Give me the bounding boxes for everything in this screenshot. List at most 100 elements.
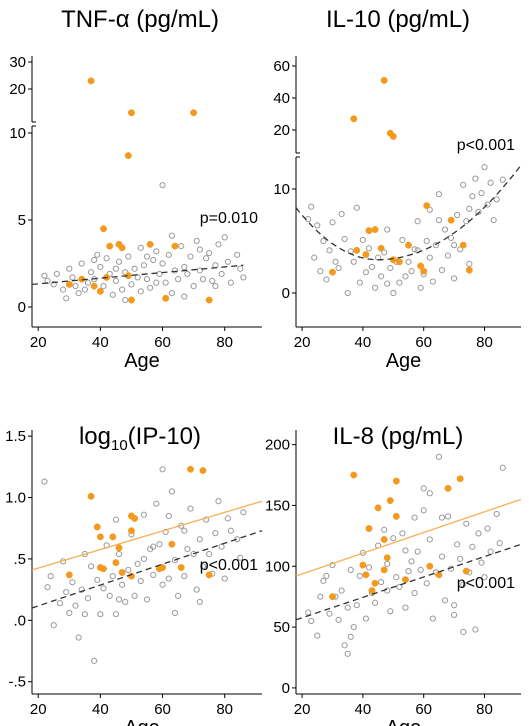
data-point-orange (377, 244, 385, 252)
chart-panel-il8: IL-8 (pg/mL) 0 50 100 150 200 20 40 60 80 Age p<0.0… (265, 423, 522, 726)
y-tick-label: 0 (18, 299, 26, 316)
data-point-grey (484, 201, 491, 208)
data-point-grey (153, 248, 160, 255)
data-point-grey (447, 234, 455, 241)
data-point-orange (131, 514, 139, 522)
data-point-grey (78, 260, 85, 267)
data-point-grey (454, 211, 461, 219)
data-point-grey (227, 527, 235, 534)
data-point-grey (332, 258, 339, 265)
y-tick-label: 200 (265, 437, 290, 454)
data-point-grey (451, 242, 458, 249)
data-point-orange (205, 571, 213, 579)
data-point-grey (125, 566, 132, 574)
p-value-annotation: p<0.001 (457, 575, 515, 592)
data-point-grey (365, 245, 373, 252)
data-point-grey (481, 164, 488, 171)
data-point-orange (386, 497, 394, 505)
data-point-grey (475, 208, 482, 215)
data-point-grey (81, 611, 88, 618)
data-point-grey (168, 289, 175, 297)
data-point-grey (156, 541, 163, 548)
data-point-grey (320, 237, 327, 245)
data-point-grey (209, 277, 216, 284)
y-tick-label: 0 (282, 285, 290, 302)
trend-line-black (31, 530, 263, 609)
chart-title-main: log (79, 423, 111, 450)
data-point-orange (329, 593, 336, 601)
y-tick-label: -.5 (8, 674, 26, 691)
data-point-orange (65, 571, 73, 579)
data-point-grey (423, 237, 430, 245)
data-point-grey (317, 593, 324, 600)
p-value-annotation: p=0.010 (200, 210, 258, 227)
data-point-orange (426, 562, 434, 570)
data-point-grey (72, 602, 79, 609)
data-point-orange (90, 282, 98, 290)
data-point-grey (159, 260, 166, 267)
data-point-grey (221, 575, 228, 582)
data-point-grey (63, 588, 70, 596)
data-point-grey (305, 609, 312, 616)
data-point-grey (484, 525, 491, 532)
data-point-grey (466, 260, 473, 267)
x-axis-label: Age (386, 350, 422, 372)
data-point-grey (365, 564, 373, 571)
data-point-grey (426, 490, 433, 497)
y-tick-label: 100 (265, 558, 290, 575)
data-point-grey (499, 464, 506, 471)
data-point-grey (199, 276, 207, 283)
data-point-grey (344, 289, 351, 297)
data-point-orange (93, 523, 101, 531)
data-point-grey (344, 604, 351, 611)
data-point-grey (438, 553, 446, 560)
data-point-grey (187, 253, 194, 260)
y-tick-label: 5 (18, 212, 26, 229)
data-point-grey (215, 498, 222, 505)
x-tick-label: 20 (30, 334, 47, 351)
data-point-grey (344, 650, 351, 657)
data-point-grey (59, 286, 67, 293)
data-point-orange (380, 76, 388, 84)
x-axis-label: Age (124, 717, 160, 726)
x-tick-label: 40 (355, 701, 372, 718)
data-point-grey (463, 520, 470, 527)
data-point-grey (326, 247, 333, 254)
data-point-grey (356, 572, 363, 580)
data-point-orange (389, 256, 397, 264)
x-tick-label: 60 (154, 701, 171, 718)
data-point-grey (423, 580, 430, 587)
data-point-grey (140, 511, 147, 518)
data-point-orange (374, 504, 382, 512)
data-point-grey (87, 563, 95, 570)
data-point-grey (137, 577, 144, 585)
x-tick-label: 20 (294, 701, 311, 718)
data-point-grey (206, 550, 213, 558)
data-point-grey (159, 182, 166, 189)
data-point-grey (493, 196, 500, 203)
data-point-grey (411, 246, 418, 253)
data-point-grey (308, 617, 315, 625)
y-tick-label: .5 (13, 551, 26, 568)
data-point-grey (402, 547, 409, 554)
data-point-grey (202, 516, 210, 523)
data-point-grey (240, 274, 247, 281)
data-point-grey (224, 258, 231, 265)
data-point-grey (481, 574, 488, 581)
data-point-grey (414, 548, 421, 555)
data-point-grey (478, 559, 485, 566)
data-point-grey (396, 583, 403, 591)
data-point-grey (350, 623, 357, 631)
data-point-grey (159, 466, 166, 473)
y-tick-label: 60 (273, 58, 290, 75)
data-point-grey (487, 179, 494, 186)
data-point-grey (240, 509, 247, 516)
data-point-grey (168, 488, 175, 495)
data-point-orange (109, 533, 117, 541)
data-point-grey (414, 218, 421, 225)
data-point-grey (168, 232, 175, 239)
data-point-grey (399, 530, 406, 537)
y-tick-label: 30 (9, 54, 26, 71)
data-point-orange (420, 267, 428, 275)
